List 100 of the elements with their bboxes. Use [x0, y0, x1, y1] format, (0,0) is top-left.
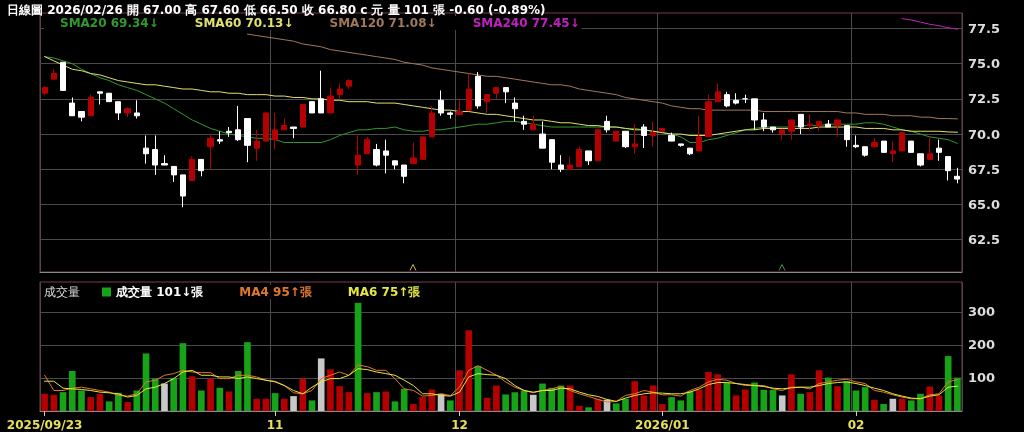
candlestick [88, 94, 94, 117]
bar [594, 398, 602, 411]
bar [622, 398, 629, 411]
bar [529, 394, 537, 411]
bar [695, 389, 703, 411]
candlestick [705, 94, 712, 138]
candlestick [604, 115, 610, 134]
candlestick [530, 115, 536, 131]
bar [87, 397, 95, 411]
candlestick [364, 136, 370, 155]
bar [290, 396, 297, 411]
bar [751, 382, 758, 411]
bar [161, 383, 168, 411]
candlestick [318, 70, 324, 114]
candlestick [281, 118, 287, 131]
candlestick [862, 146, 868, 158]
candlestick [715, 82, 721, 103]
candlestick [410, 142, 417, 165]
bar [539, 383, 546, 411]
bar [253, 398, 260, 411]
bar [419, 397, 426, 411]
candlestick [235, 105, 241, 142]
candlestick [438, 89, 444, 117]
bar [59, 392, 67, 411]
bar [271, 393, 279, 411]
candlestick [503, 87, 509, 104]
candlestick [42, 85, 48, 96]
bar [68, 370, 76, 411]
candlestick [226, 126, 232, 138]
bar [511, 392, 519, 411]
bar [400, 388, 408, 411]
bar [198, 390, 205, 411]
candlestick [595, 129, 601, 162]
bar [446, 400, 454, 411]
bar [327, 369, 334, 411]
candlestick [724, 91, 730, 108]
y-tick-label: 70.0 [968, 126, 1001, 142]
bar [732, 395, 740, 411]
bar [935, 395, 943, 411]
candlestick [881, 140, 887, 153]
candlestick [899, 132, 905, 152]
candlestick [742, 94, 748, 104]
y-tick-label: 65.0 [968, 196, 1001, 212]
text: SMA60 70.13↓ [194, 16, 294, 30]
bar [861, 387, 869, 411]
candlestick [134, 99, 140, 120]
candlestick [770, 126, 776, 134]
bar [336, 386, 343, 411]
candlestick [97, 91, 103, 105]
candlestick [954, 167, 960, 184]
bar [659, 404, 666, 411]
candlestick [69, 96, 75, 117]
candlestick [585, 150, 592, 166]
candlestick [549, 139, 555, 170]
bar [917, 393, 924, 411]
candlestick [696, 115, 702, 152]
bar [234, 370, 242, 411]
candlestick [751, 98, 758, 131]
bar [806, 392, 814, 411]
y-tick-label: 77.5 [968, 20, 1001, 36]
candlestick [632, 123, 638, 155]
x-tick-label: 12 [451, 418, 468, 432]
candlestick [853, 134, 859, 149]
candlestick [761, 112, 767, 132]
x-tick-label: 2026/01 [635, 418, 690, 432]
bar [410, 404, 417, 411]
bar [824, 377, 832, 411]
candlestick [355, 134, 361, 176]
candlestick [825, 119, 831, 128]
candlestick [521, 115, 527, 131]
candlestick [512, 96, 518, 122]
candlestick [152, 134, 158, 176]
bar [714, 374, 721, 411]
bar [188, 376, 196, 411]
candlestick [383, 139, 389, 174]
line-series [901, 18, 958, 30]
bar [105, 401, 113, 411]
candlestick [180, 174, 186, 208]
candlestick [733, 92, 739, 105]
candlestick [641, 123, 647, 149]
bar [216, 387, 224, 411]
bar [797, 393, 804, 411]
text: SMA20 69.34↓ [60, 16, 159, 30]
candlestick [106, 92, 112, 103]
candlestick [558, 154, 564, 173]
bar [612, 403, 620, 411]
text: MA6 75↑張 [347, 285, 422, 299]
text: SMA240 77.45↓ [472, 16, 580, 30]
text: MA4 95↑張 [239, 285, 313, 299]
candlestick [456, 99, 463, 115]
bar [852, 390, 860, 411]
bar [78, 390, 85, 411]
candlestick [659, 127, 665, 132]
candlestick [834, 119, 841, 138]
candlestick [392, 160, 398, 170]
y-tick-label: 200 [968, 337, 996, 353]
candlestick [687, 147, 693, 156]
candlestick [567, 156, 573, 170]
bar [760, 389, 768, 411]
bar [585, 407, 592, 411]
